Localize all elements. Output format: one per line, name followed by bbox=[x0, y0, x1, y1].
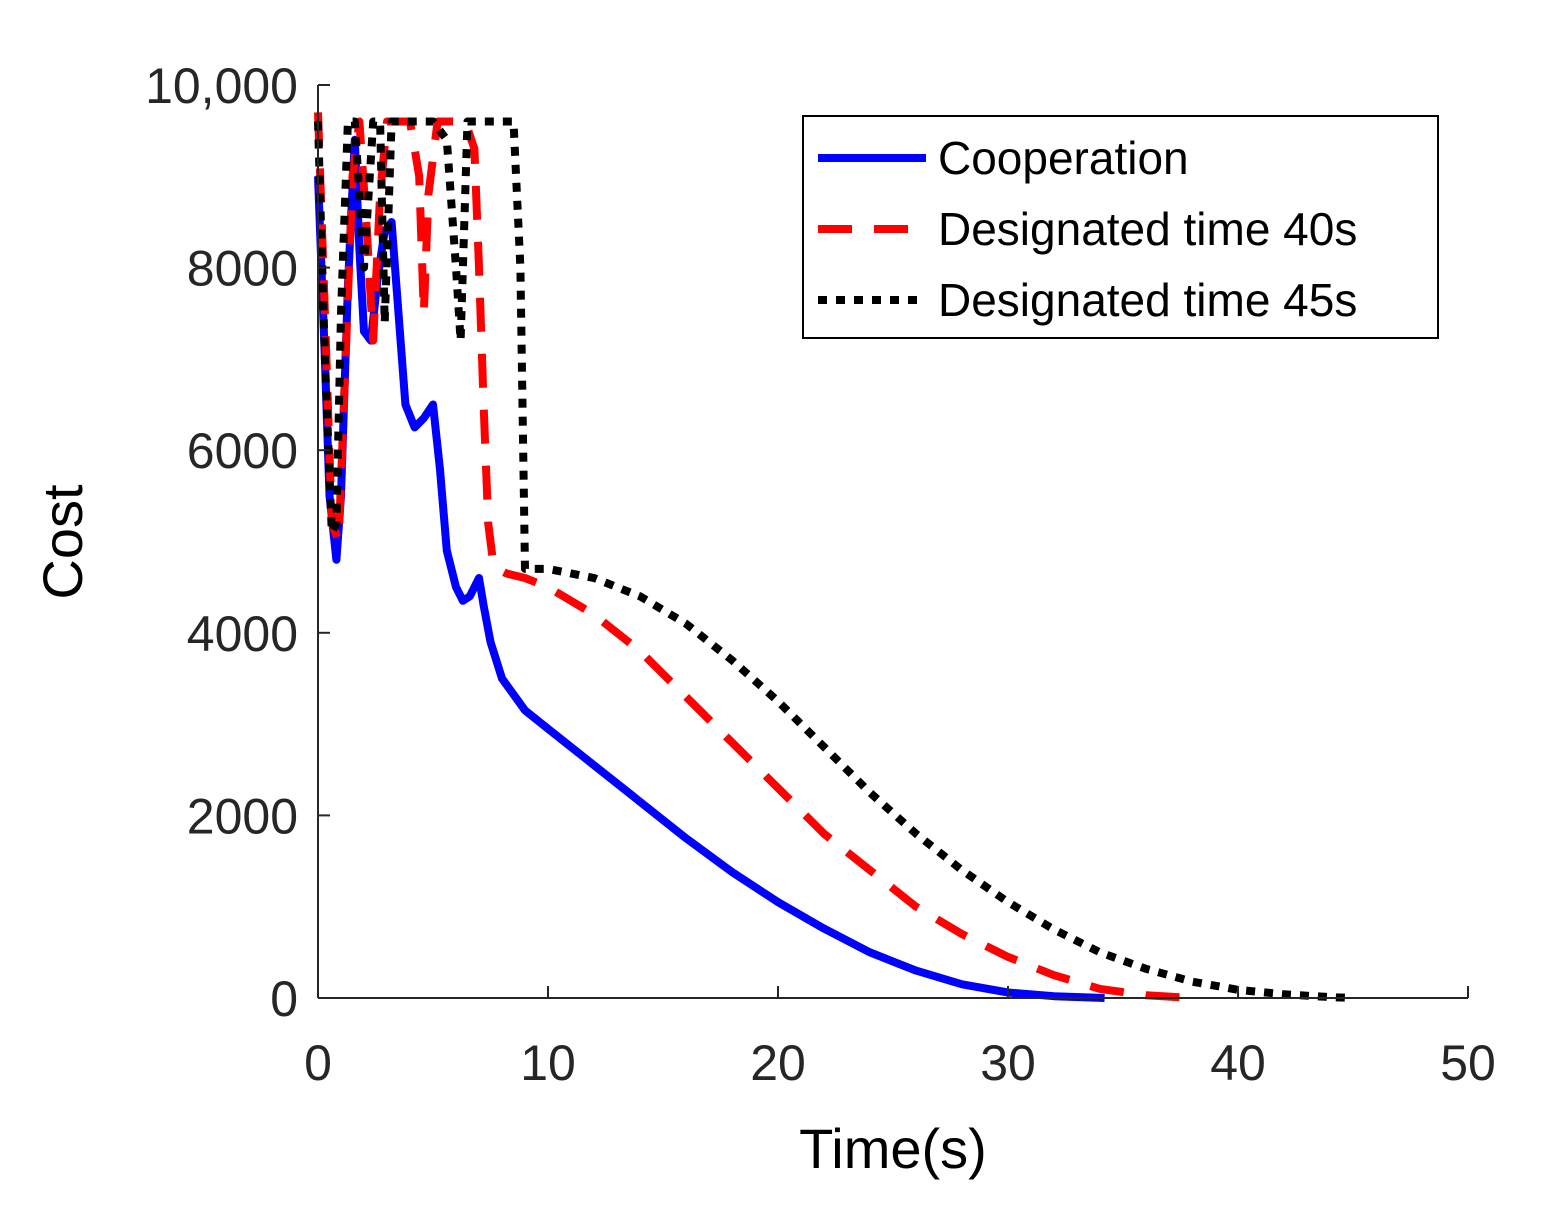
axes bbox=[317, 85, 1468, 999]
y-tick-label: 4000 bbox=[187, 606, 298, 662]
x-tick-label: 50 bbox=[1440, 1035, 1496, 1091]
legend-label-1: Cooperation bbox=[938, 132, 1189, 184]
x-tick-label: 40 bbox=[1210, 1035, 1266, 1091]
series-layer bbox=[314, 112, 1354, 1002]
legend: Cooperation Designated time 40s Designated… bbox=[802, 115, 1439, 339]
x-tick-label: 0 bbox=[304, 1035, 332, 1091]
legend-label-2: Designated time 40s bbox=[938, 203, 1357, 255]
legend-entries: Cooperation Designated time 40s Designated… bbox=[818, 132, 1357, 326]
x-axis-title: Time(s) bbox=[799, 1117, 987, 1180]
y-tick-label: 8000 bbox=[187, 241, 298, 297]
y-tick-label: 6000 bbox=[187, 423, 298, 479]
x-tick-label: 10 bbox=[520, 1035, 576, 1091]
y-tick-label: 10,000 bbox=[145, 58, 298, 114]
ticks: 0 10 20 30 40 50 0 2000 4000 6000 8000 10,000 bbox=[145, 58, 1496, 1091]
x-tick-label: 20 bbox=[750, 1035, 806, 1091]
y-axis-title: Cost bbox=[31, 484, 94, 600]
series-line-2 bbox=[314, 112, 1193, 1002]
y-tick-label: 0 bbox=[270, 971, 298, 1027]
x-tick-label: 30 bbox=[980, 1035, 1036, 1091]
series-line-3 bbox=[314, 117, 1354, 1002]
y-tick-label: 2000 bbox=[187, 788, 298, 844]
legend-label-3: Designated time 45s bbox=[938, 274, 1357, 326]
